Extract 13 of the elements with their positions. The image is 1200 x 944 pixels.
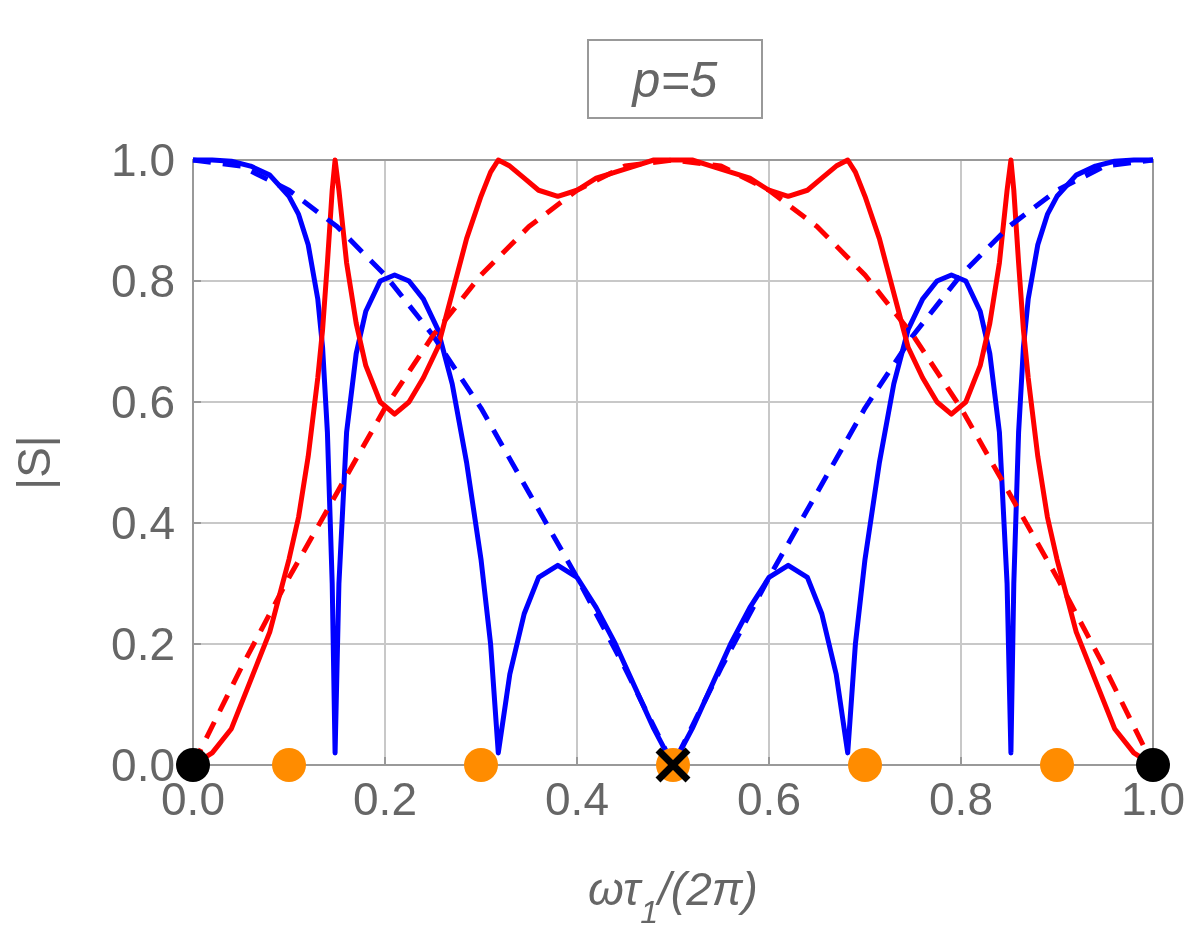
x-tick-label: 1.0: [1121, 773, 1185, 825]
y-tick-label: 0.2: [111, 618, 175, 670]
y-tick-label: 1.0: [111, 134, 175, 186]
chart-title: p=5: [630, 52, 718, 108]
x-axis-title: ωτ$_{1}$/(2π): [588, 863, 758, 930]
x-tick-label: 0.2: [353, 773, 417, 825]
y-axis-title: |S|: [8, 435, 60, 490]
x-tick-label: 0.4: [545, 773, 609, 825]
x-tick-label: 0.8: [929, 773, 993, 825]
y-tick-label: 0.6: [111, 376, 175, 428]
x-tick-label: 0.6: [737, 773, 801, 825]
y-tick-label: 0.4: [111, 497, 175, 549]
y-tick-label: 0.8: [111, 255, 175, 307]
